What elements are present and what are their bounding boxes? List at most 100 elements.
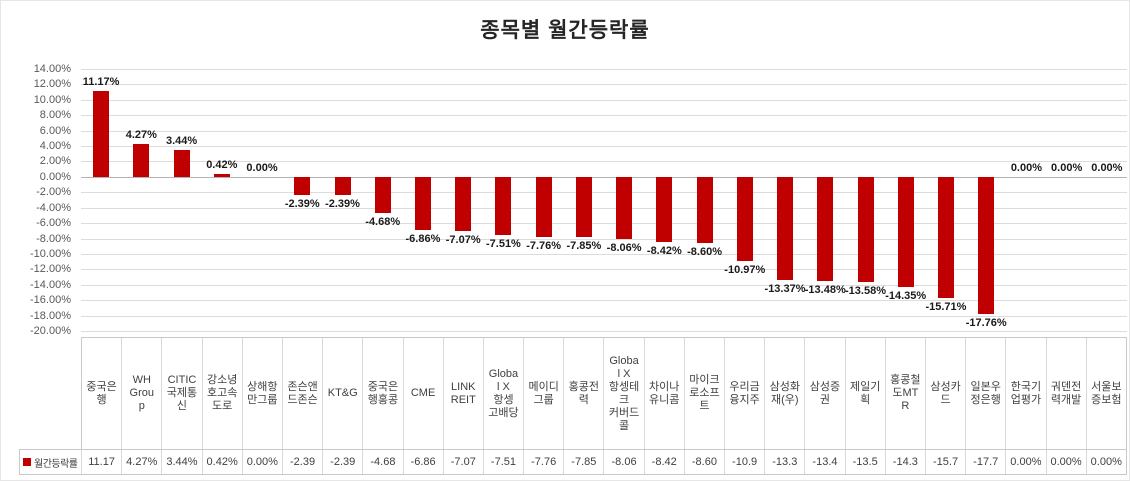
category-label: WH Grou p [129, 374, 155, 412]
data-table-value-cell: -4.68 [363, 450, 404, 474]
data-table-value-cell: -2.39 [323, 450, 364, 474]
category-label: 홍콩전 력 [568, 380, 600, 406]
bar [696, 176, 713, 244]
y-axis-tick-label: -14.00% [30, 278, 71, 291]
category-label-cell: 존슨앤 드존슨 [283, 338, 324, 449]
category-label: 서울보 증보험 [1091, 380, 1122, 406]
data-table-value-cell: -2.39 [283, 450, 324, 474]
bar [535, 176, 552, 237]
bar [656, 176, 673, 242]
data-table-value-cell: 0.00% [1006, 450, 1047, 474]
bar-data-label: -7.51% [485, 237, 521, 250]
category-label-cell: WH Grou p [122, 338, 163, 449]
bar [455, 176, 472, 232]
bar-data-label: -8.06% [606, 241, 642, 254]
y-axis-tick-label: -6.00% [36, 217, 71, 230]
category-label-cell: CME [404, 338, 444, 449]
category-label: 메이디 그룹 [528, 380, 559, 406]
category-label: CME [410, 387, 436, 399]
category-label-cell: 삼성화 재(우) [765, 338, 806, 449]
data-table-value-cell: -7.51 [484, 450, 525, 474]
zero-axis-line [81, 176, 1127, 178]
category-label: 존슨앤 드존슨 [287, 380, 318, 406]
bar-data-label: -8.42% [646, 244, 682, 257]
bar-data-label: -15.71% [925, 300, 967, 313]
bar-data-label: 11.17% [82, 75, 120, 88]
bar-data-label: -13.37% [764, 282, 806, 295]
gridline [81, 192, 1127, 194]
data-table-value-cell: -13.3 [765, 450, 806, 474]
bar-data-label: -8.60% [687, 246, 722, 259]
bar-data-label: 4.27% [125, 128, 157, 141]
category-label-cell: 홍콩철 도MT R [886, 338, 926, 449]
data-table-value-cell: -17.7 [966, 450, 1007, 474]
bar [777, 176, 794, 280]
y-axis-tick-label: 8.00% [39, 109, 71, 122]
chart-title: 종목별 월간등락률 [480, 19, 650, 42]
category-label: 삼성화 재(우) [769, 380, 800, 406]
bar [978, 176, 995, 314]
y-axis-tick-label: 4.00% [39, 140, 71, 153]
y-axis-tick-label: 14.00% [33, 63, 71, 75]
bar [817, 176, 834, 281]
data-table-value-cell: -14.3 [886, 450, 926, 474]
bar-data-label: -13.58% [845, 284, 886, 297]
y-axis-tick-label: -8.00% [36, 232, 71, 245]
gridline [81, 84, 1127, 86]
data-table-value-cell: 0.42% [203, 450, 243, 474]
category-label: Globa l X 항셍 고배당 [488, 367, 519, 419]
y-axis-tick-label: 10.00% [33, 93, 71, 106]
y-axis-tick-label: -20.00% [30, 325, 71, 337]
gridline [81, 331, 1127, 332]
data-table-value-cell: -8.42 [645, 450, 685, 474]
y-axis-tick-label: -4.00% [36, 201, 71, 214]
bar-data-label: -7.07% [445, 234, 481, 247]
category-label-cell: 상해항 만그룹 [243, 338, 283, 449]
legend-label: 월간등락률 [34, 458, 78, 470]
data-table-value-cell: 3.44% [162, 450, 203, 474]
gridline [81, 115, 1127, 117]
gridline [81, 238, 1127, 240]
category-label-cell: 일본우 정은행 [966, 338, 1007, 449]
bar [414, 176, 431, 230]
category-label-cell: KT&G [323, 338, 364, 449]
data-table-value-cell: -13.5 [846, 450, 886, 474]
category-label: 차이나 유니콤 [649, 380, 680, 406]
y-axis-tick-label: 0.00% [39, 170, 71, 183]
y-axis-tick-label: 12.00% [33, 78, 71, 91]
data-table-value-cell: -8.60 [685, 450, 725, 474]
category-label-cell: 서울보 증보험 [1087, 338, 1126, 449]
bar-data-label: 3.44% [165, 135, 198, 148]
data-table-value-cell: 4.27% [122, 450, 163, 474]
bar [857, 176, 874, 282]
category-label-cell: 궈덴전 력개발 [1047, 338, 1087, 449]
data-table-value-cell: -6.86 [404, 450, 444, 474]
gridline [81, 207, 1127, 209]
category-label-cell: 마이크 로소프 트 [685, 338, 725, 449]
category-label-cell: LINK REIT [444, 338, 484, 449]
bar-data-label: -7.76% [526, 239, 562, 252]
category-label-cell: 우리금 융지주 [725, 338, 766, 449]
bar [93, 90, 110, 177]
y-axis: 14.00% 12.00% 10.00% 8.00% 6.00% 4.00% 2.00% 0.… [1, 63, 75, 337]
gridline [81, 146, 1127, 148]
category-label-cell: 삼성증 권 [805, 338, 846, 449]
data-table-value-cell: -8.06 [604, 450, 645, 474]
category-label-cell: 한국기 업평가 [1006, 338, 1047, 449]
gridline [81, 99, 1127, 101]
y-axis-tick-label: 6.00% [39, 124, 71, 137]
category-label: 삼성카 드 [930, 380, 961, 406]
data-table-value-cell: 0.00% [1047, 450, 1087, 474]
bar [495, 176, 512, 235]
category-label-cell: 중국은 행 [82, 338, 123, 449]
data-table-value-cell: 11.17 [82, 450, 123, 474]
gridline [81, 300, 1127, 302]
plot-area: 11.17% 4.27% 3.44% 0.42% 0.00% -2.39% -2.39% -4… [81, 69, 1127, 332]
category-label: 우리금 융지주 [729, 380, 760, 406]
category-label: 중국은 행홍콩 [367, 380, 399, 406]
bar [374, 176, 391, 213]
category-label: 한국기 업평가 [1010, 380, 1042, 406]
category-label: 제일기 획 [849, 380, 881, 406]
category-label-cell: 강소녕 호고속 도로 [203, 338, 243, 449]
category-label-cell: 메이디 그룹 [524, 338, 565, 449]
